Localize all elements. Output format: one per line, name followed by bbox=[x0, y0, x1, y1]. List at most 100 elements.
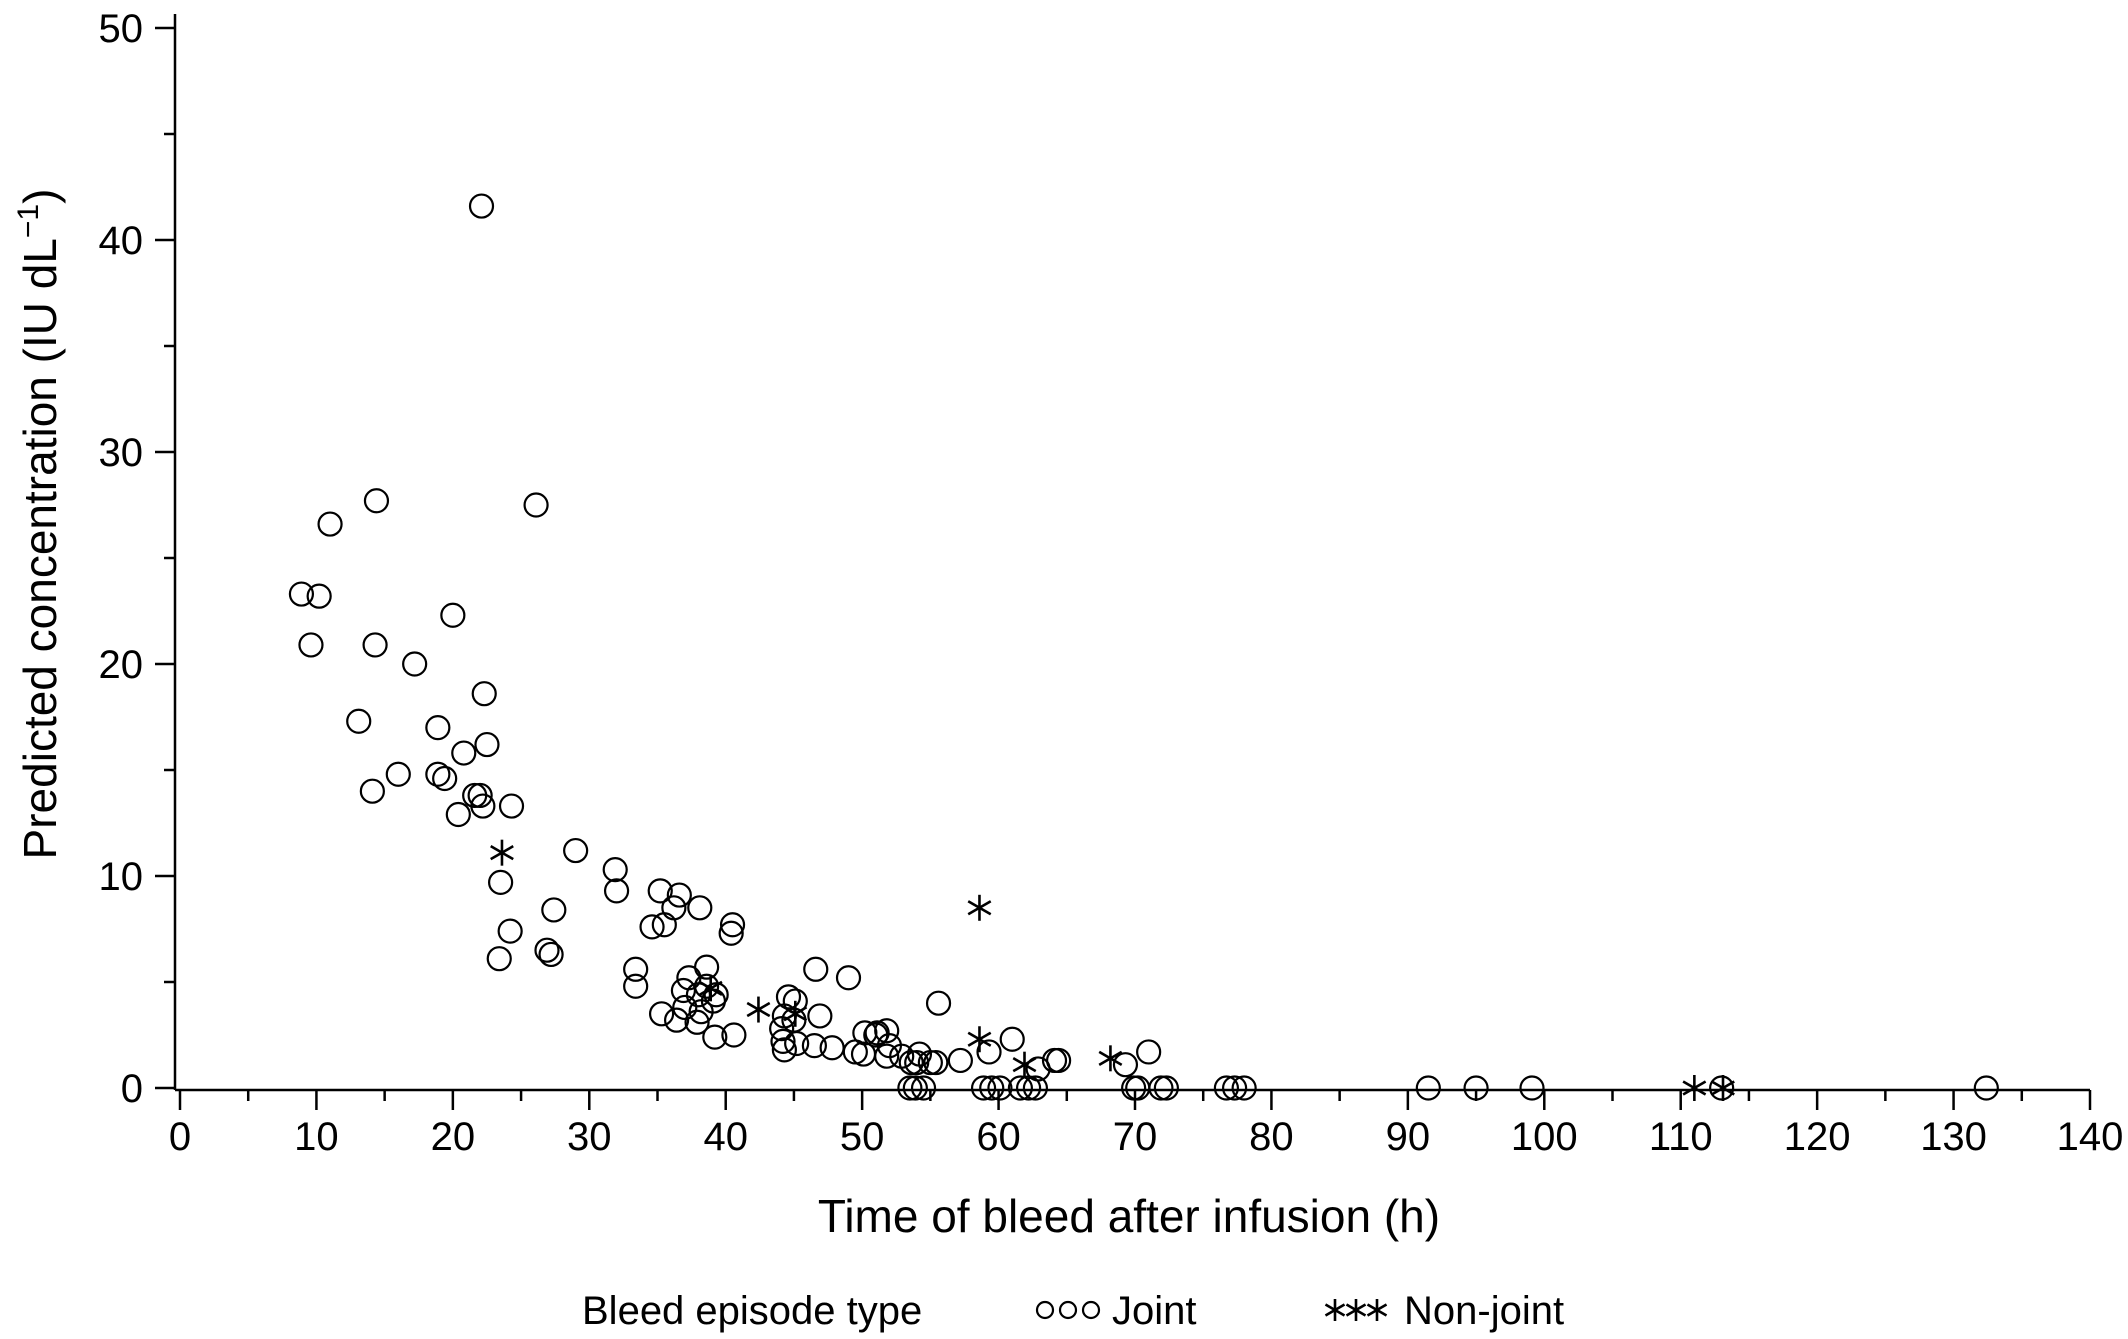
data-point-non-joint bbox=[967, 894, 992, 921]
legend-title: Bleed episode type bbox=[582, 1289, 922, 1333]
asterisk-stroke bbox=[1324, 1303, 1346, 1317]
x-tick-label: 80 bbox=[1249, 1115, 1294, 1159]
x-tick-label: 70 bbox=[1113, 1115, 1158, 1159]
data-point-joint bbox=[718, 920, 744, 946]
data-point-joint bbox=[486, 946, 512, 972]
data-point-joint bbox=[947, 1047, 973, 1074]
asterisk-stroke bbox=[698, 980, 723, 996]
data-point-joint bbox=[317, 511, 343, 537]
data-point-joint bbox=[970, 1075, 997, 1101]
data-point-joint bbox=[346, 708, 372, 734]
data-point-joint bbox=[474, 731, 500, 758]
data-point-joint bbox=[362, 632, 388, 658]
axes bbox=[173, 14, 2090, 1092]
data-point-non-joint bbox=[746, 996, 771, 1023]
data-point-joint bbox=[623, 973, 649, 999]
y-axis-title-superscript: −1 bbox=[12, 204, 45, 238]
asterisk-stroke bbox=[746, 1001, 771, 1018]
data-point-joint bbox=[663, 1007, 690, 1033]
asterisk-stroke bbox=[967, 1031, 992, 1047]
data-point-joint bbox=[471, 681, 497, 707]
data-point-joint bbox=[902, 1075, 928, 1101]
x-tick-label: 130 bbox=[1920, 1115, 1987, 1159]
legend: Bleed episode type Joint Non-joint bbox=[582, 1289, 1564, 1333]
data-point-joint bbox=[842, 1039, 868, 1065]
asterisk-stroke bbox=[1098, 1050, 1123, 1066]
data-point-joint bbox=[651, 912, 677, 938]
x-tick-label: 90 bbox=[1386, 1115, 1431, 1159]
data-point-joint bbox=[721, 1022, 747, 1048]
data-point-joint bbox=[979, 1075, 1005, 1101]
data-point-joint bbox=[987, 1075, 1013, 1101]
data-point-non-joint bbox=[1012, 1051, 1037, 1078]
legend-marker-asterisk bbox=[1366, 1299, 1388, 1321]
series-joint bbox=[288, 193, 1999, 1101]
data-point-joint bbox=[451, 740, 477, 766]
data-point-joint bbox=[467, 782, 493, 809]
data-point-joint bbox=[770, 1028, 796, 1054]
y-axis-ticks: 0 10 20 30 40 50 bbox=[99, 7, 175, 1111]
data-point-joint bbox=[497, 918, 523, 944]
data-point-joint bbox=[670, 977, 697, 1004]
data-point-joint bbox=[563, 837, 589, 864]
data-point-joint bbox=[523, 492, 549, 518]
asterisk-stroke bbox=[1682, 1080, 1707, 1096]
data-point-joint bbox=[819, 1035, 845, 1061]
data-point-joint bbox=[470, 793, 496, 819]
data-point-joint bbox=[385, 761, 411, 787]
y-axis-title-main: Predicted concentration (IU dL bbox=[14, 238, 66, 859]
data-point-joint bbox=[1007, 1075, 1034, 1101]
data-point-joint bbox=[917, 1049, 943, 1076]
data-point-joint bbox=[498, 793, 525, 819]
data-point-non-joint bbox=[1682, 1075, 1707, 1101]
x-axis-title: Time of bleed after infusion (h) bbox=[818, 1190, 1440, 1242]
data-point-joint bbox=[784, 1030, 810, 1057]
data-point-joint bbox=[432, 765, 458, 792]
data-point-joint bbox=[1231, 1075, 1257, 1101]
data-point-joint bbox=[402, 651, 428, 677]
data-point-joint bbox=[445, 801, 471, 828]
asterisk-stroke bbox=[967, 900, 992, 916]
x-tick-label: 140 bbox=[2057, 1115, 2124, 1159]
x-tick-label: 10 bbox=[294, 1115, 339, 1159]
asterisk-stroke bbox=[783, 1006, 808, 1022]
data-point-joint bbox=[1022, 1075, 1049, 1101]
data-point-joint bbox=[702, 1024, 728, 1050]
data-point-joint bbox=[719, 912, 746, 938]
data-point-joint bbox=[1041, 1047, 1068, 1074]
data-point-joint bbox=[1973, 1075, 1999, 1101]
legend-label-joint: Joint bbox=[1112, 1289, 1197, 1333]
y-tick-label: 10 bbox=[99, 855, 144, 899]
x-tick-label: 30 bbox=[567, 1115, 612, 1159]
data-point-joint bbox=[306, 583, 332, 609]
asterisk-stroke bbox=[1366, 1303, 1388, 1317]
data-point-joint bbox=[775, 984, 802, 1010]
data-point-joint bbox=[684, 1009, 710, 1035]
data-point-non-joint bbox=[698, 975, 723, 1002]
data-point-joint bbox=[769, 1016, 795, 1042]
data-point-joint bbox=[904, 1049, 930, 1076]
y-tick-label: 30 bbox=[99, 431, 144, 475]
x-tick-label: 0 bbox=[169, 1115, 191, 1159]
data-point-joint bbox=[538, 941, 564, 968]
data-point-non-joint bbox=[490, 839, 514, 866]
data-point-joint bbox=[925, 990, 952, 1016]
data-point-joint bbox=[898, 1049, 924, 1076]
data-point-joint bbox=[661, 895, 687, 921]
data-point-joint bbox=[672, 994, 698, 1021]
legend-marker-circle bbox=[1058, 1300, 1078, 1320]
data-point-joint bbox=[363, 488, 390, 514]
asterisk-stroke bbox=[490, 845, 514, 861]
y-axis-title-close: ) bbox=[14, 189, 66, 204]
data-point-joint bbox=[1148, 1075, 1174, 1101]
data-point-joint bbox=[440, 602, 466, 628]
x-tick-label: 110 bbox=[1649, 1115, 1713, 1159]
asterisk-stroke bbox=[1012, 1057, 1037, 1073]
data-point-joint bbox=[910, 1075, 937, 1101]
data-point-joint bbox=[488, 869, 514, 895]
data-point-joint bbox=[623, 956, 649, 982]
data-point-joint bbox=[835, 965, 862, 991]
x-tick-label: 100 bbox=[1511, 1115, 1578, 1159]
legend-marker-asterisk bbox=[1345, 1299, 1367, 1321]
